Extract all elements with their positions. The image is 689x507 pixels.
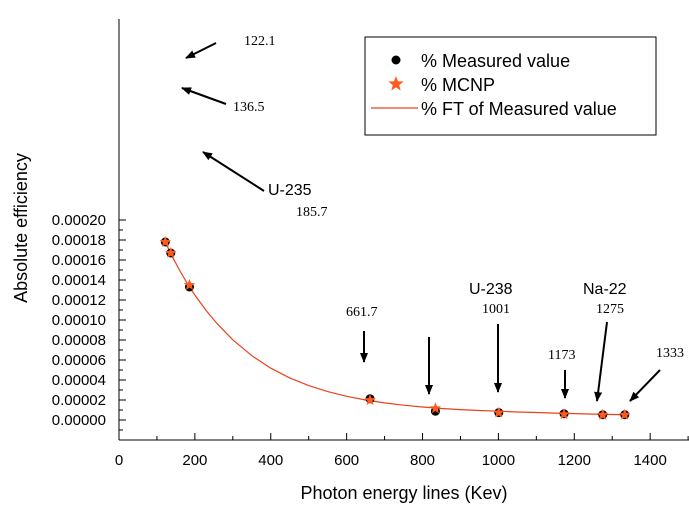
label-1333: 1333 xyxy=(656,346,684,361)
y-tick-labels: 0.00000 0.00002 0.00004 0.00006 0.00008 0.000… xyxy=(52,212,106,429)
mcnp-point xyxy=(597,408,609,420)
x-tick-label: 600 xyxy=(334,452,359,469)
label-1275: 1275 xyxy=(596,302,624,317)
y-tick-label: 0.00006 xyxy=(52,352,106,369)
mcnp-point xyxy=(619,408,631,420)
label-u238: U-238 xyxy=(469,281,513,298)
arrow-122 xyxy=(185,42,217,59)
mcnp-point xyxy=(558,408,570,420)
legend-marker-mcnp xyxy=(388,76,404,91)
x-tick-label: 1000 xyxy=(482,452,515,469)
mcnp-point xyxy=(183,279,196,290)
x-axis-label: Photon energy lines (Kev) xyxy=(300,483,507,503)
mcnp-point xyxy=(165,247,177,258)
y-tick-label: 0.00004 xyxy=(52,372,106,389)
arrow-1333 xyxy=(629,369,661,402)
legend-box xyxy=(364,36,657,136)
label-661: 661.7 xyxy=(346,305,378,320)
y-tick-label: 0.00012 xyxy=(52,292,106,309)
x-tick-label: 400 xyxy=(258,452,283,469)
x-tick-label: 0 xyxy=(115,452,123,469)
x-tick-labels: 0 200 400 600 800 1000 1200 1400 xyxy=(115,452,667,469)
arrow-185 xyxy=(202,151,265,192)
annotation-arrows xyxy=(181,42,661,402)
fit-line xyxy=(163,240,630,416)
y-tick-label: 0.00010 xyxy=(52,312,106,329)
y-tick-label: 0.00014 xyxy=(52,272,106,289)
legend: % Measured value % MCNP % FT of Measured… xyxy=(364,36,657,136)
mcnp-point xyxy=(429,402,442,414)
y-tick-label: 0.00018 xyxy=(52,232,106,249)
label-122: 122.1 xyxy=(244,34,276,49)
y-tick-label: 0.00008 xyxy=(52,332,106,349)
label-185: 185.7 xyxy=(296,205,328,220)
mcnp-point xyxy=(364,394,376,406)
y-tick-label: 0.00000 xyxy=(52,412,106,429)
y-tick-label: 0.00020 xyxy=(52,212,106,229)
legend-label-measured: % Measured value xyxy=(421,51,570,71)
axis-ticks xyxy=(118,219,689,440)
x-tick-label: 1400 xyxy=(633,452,666,469)
legend-label-mcnp: % MCNP xyxy=(421,75,495,95)
label-u235: U-235 xyxy=(268,182,312,199)
y-tick-label: 0.00002 xyxy=(52,392,106,409)
legend-label-fit: % FT of Measured value xyxy=(421,99,617,119)
x-tick-label: 1200 xyxy=(558,452,591,469)
label-1001: 1001 xyxy=(482,302,510,317)
y-tick-label: 0.00016 xyxy=(52,252,106,269)
x-tick-label: 200 xyxy=(182,452,207,469)
arrow-1275 xyxy=(594,321,608,402)
mcnp-point xyxy=(493,406,505,418)
measured-points xyxy=(160,237,630,420)
mcnp-point xyxy=(159,236,171,247)
arrow-136 xyxy=(181,87,227,105)
label-1173: 1173 xyxy=(548,348,575,363)
label-136: 136.5 xyxy=(233,100,265,115)
mcnp-points xyxy=(159,236,631,420)
label-na22: Na-22 xyxy=(583,281,627,298)
legend-marker-measured xyxy=(391,55,401,65)
x-tick-label: 800 xyxy=(410,452,435,469)
y-axis-label: Absolute efficiency xyxy=(11,153,31,303)
